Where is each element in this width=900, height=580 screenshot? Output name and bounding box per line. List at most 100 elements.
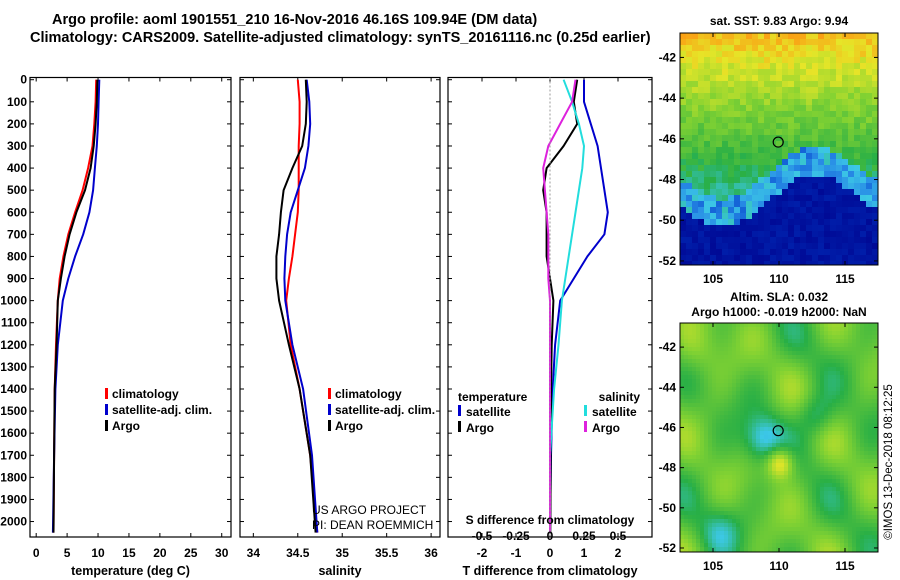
map-cell bbox=[776, 495, 781, 500]
map-cell bbox=[700, 491, 705, 496]
map-cell bbox=[860, 387, 865, 392]
map-cell bbox=[876, 451, 878, 456]
map-cell bbox=[724, 499, 729, 504]
map-cell bbox=[852, 355, 857, 360]
map-cell bbox=[808, 543, 813, 548]
map-cell bbox=[758, 135, 765, 142]
map-cell bbox=[836, 261, 843, 265]
map-cell bbox=[866, 105, 873, 112]
map-cell bbox=[868, 427, 873, 432]
map-cell bbox=[692, 249, 699, 256]
map-cell bbox=[736, 435, 741, 440]
map-cell bbox=[704, 165, 711, 172]
map-cell bbox=[852, 491, 857, 496]
map-cell bbox=[700, 331, 705, 336]
map-cell bbox=[848, 371, 853, 376]
map-cell bbox=[700, 459, 705, 464]
map-cell bbox=[696, 519, 701, 524]
map-cell bbox=[812, 45, 819, 52]
map-cell bbox=[844, 391, 849, 396]
map-cell bbox=[824, 511, 829, 516]
map-cell bbox=[724, 479, 729, 484]
map-cell bbox=[804, 399, 809, 404]
map-cell bbox=[808, 355, 813, 360]
map-cell bbox=[770, 147, 777, 154]
map-cell bbox=[748, 447, 753, 452]
map-cell bbox=[794, 135, 801, 142]
map-cell bbox=[794, 75, 801, 82]
x-axis-label: temperature (deg C) bbox=[71, 564, 190, 578]
map-cell bbox=[840, 503, 845, 508]
map-cell bbox=[764, 491, 769, 496]
map-cell bbox=[722, 213, 729, 220]
map-cell bbox=[748, 327, 753, 332]
map-cell bbox=[712, 339, 717, 344]
legend-swatch bbox=[458, 421, 461, 432]
map-cell bbox=[692, 153, 699, 160]
map-cell bbox=[866, 183, 873, 190]
map-cell bbox=[764, 443, 769, 448]
map-cell bbox=[764, 439, 769, 444]
map-cell bbox=[856, 495, 861, 500]
map-cell bbox=[864, 411, 869, 416]
map-cell bbox=[860, 129, 867, 136]
map-cell bbox=[864, 519, 869, 524]
map-cell bbox=[842, 87, 849, 94]
map-cell bbox=[770, 189, 777, 196]
map-cell bbox=[764, 177, 771, 184]
map-cell bbox=[848, 159, 855, 166]
map-cell bbox=[844, 387, 849, 392]
map-cell bbox=[712, 351, 717, 356]
map-cell bbox=[768, 387, 773, 392]
map-cell bbox=[776, 367, 781, 372]
map-cell bbox=[816, 535, 821, 540]
map-cell bbox=[776, 479, 781, 484]
map-cell bbox=[830, 165, 837, 172]
map-cell bbox=[770, 105, 777, 112]
legend-label: satellite bbox=[466, 405, 511, 419]
map-cell bbox=[724, 423, 729, 428]
map-cell bbox=[776, 535, 781, 540]
map-cell bbox=[812, 153, 819, 160]
map-cell bbox=[708, 443, 713, 448]
map-cell bbox=[800, 363, 805, 368]
map-cell bbox=[840, 339, 845, 344]
map-cell bbox=[804, 467, 809, 472]
map-cell bbox=[796, 511, 801, 516]
map-cell bbox=[722, 75, 729, 82]
map-cell bbox=[836, 99, 843, 106]
map-cell bbox=[876, 359, 878, 364]
map-cell bbox=[698, 189, 705, 196]
map-cell bbox=[804, 343, 809, 348]
map-cell bbox=[820, 467, 825, 472]
map-lat-label: -42 bbox=[659, 50, 677, 64]
map-cell bbox=[704, 363, 709, 368]
map-cell bbox=[824, 459, 829, 464]
map-cell bbox=[854, 147, 861, 154]
map-cell bbox=[788, 255, 795, 262]
map-cell bbox=[704, 475, 709, 480]
legend-swatch bbox=[458, 405, 461, 416]
map-cell bbox=[800, 503, 805, 508]
map-cell bbox=[708, 507, 713, 512]
map-cell bbox=[734, 213, 741, 220]
depth-tick-label: 1000 bbox=[0, 294, 27, 308]
map-cell bbox=[704, 487, 709, 492]
map-cell bbox=[710, 81, 717, 88]
map-cell bbox=[828, 327, 833, 332]
map-cell bbox=[724, 455, 729, 460]
map-cell bbox=[872, 423, 877, 428]
map-cell bbox=[756, 547, 761, 552]
map-cell bbox=[836, 165, 843, 172]
map-cell bbox=[872, 451, 877, 456]
map-cell bbox=[872, 339, 877, 344]
map-cell bbox=[746, 57, 753, 64]
map-cell bbox=[780, 367, 785, 372]
map-cell bbox=[780, 343, 785, 348]
map-cell bbox=[782, 237, 789, 244]
map-cell bbox=[780, 499, 785, 504]
map-cell bbox=[770, 201, 777, 208]
map-cell bbox=[736, 503, 741, 508]
map-cell bbox=[796, 399, 801, 404]
map-cell bbox=[740, 403, 745, 408]
